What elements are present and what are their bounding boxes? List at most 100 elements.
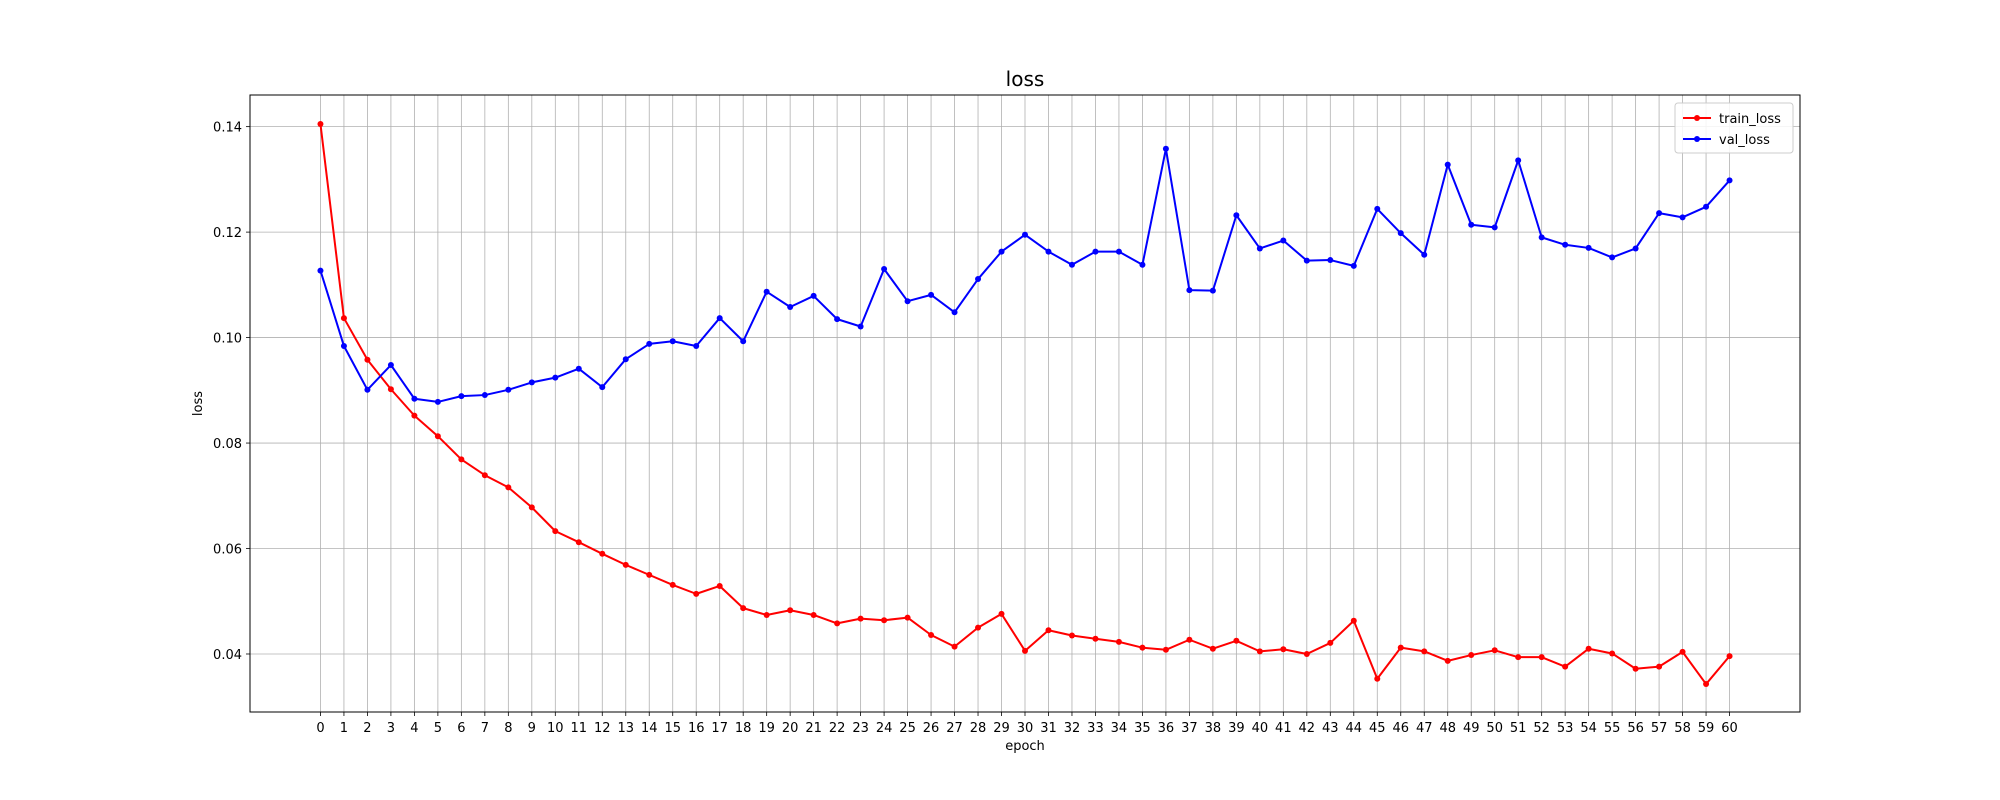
data-point [1162, 646, 1169, 653]
data-point [1468, 652, 1475, 659]
data-point [1209, 287, 1216, 294]
grid-lines [250, 95, 1800, 712]
data-point [881, 617, 888, 624]
data-point [763, 288, 770, 295]
x-tick-label: 47 [1416, 721, 1433, 736]
y-tick-label: 0.08 [213, 437, 242, 452]
data-point [998, 248, 1005, 255]
legend-label: train_loss [1719, 112, 1781, 127]
x-tick-label: 14 [641, 721, 658, 736]
data-point [1562, 241, 1569, 248]
legend-box [1674, 102, 1794, 154]
data-point [904, 298, 911, 305]
data-point [505, 484, 512, 491]
data-point [411, 395, 418, 402]
y-axis-label: loss [191, 391, 206, 416]
data-point [810, 292, 817, 299]
data-point [1233, 637, 1240, 644]
data-point [1444, 657, 1451, 664]
y-tick-label: 0.06 [213, 543, 242, 558]
x-tick-label: 55 [1604, 721, 1621, 736]
data-point [1726, 177, 1733, 184]
data-point [1703, 203, 1710, 210]
data-point [1115, 638, 1122, 645]
series-layer [317, 121, 1733, 688]
x-tick-label: 60 [1721, 721, 1738, 736]
data-point [834, 316, 841, 323]
data-point [1092, 248, 1099, 255]
data-point [622, 356, 629, 363]
data-point [622, 561, 629, 568]
x-tick-label: 29 [993, 721, 1010, 736]
data-point [528, 504, 535, 511]
x-tick-label: 25 [899, 721, 916, 736]
data-point [387, 362, 394, 369]
data-point [340, 343, 347, 350]
x-tick-label: 37 [1181, 721, 1198, 736]
data-point [1585, 645, 1592, 652]
x-tick-label: 12 [594, 721, 611, 736]
x-tick-label: 36 [1158, 721, 1175, 736]
data-point [975, 276, 982, 283]
x-tick-label: 52 [1533, 721, 1550, 736]
data-point [1115, 248, 1122, 255]
x-tick-label: 4 [410, 721, 418, 736]
data-point [787, 303, 794, 310]
x-tick-label: 10 [547, 721, 564, 736]
y-tick-label: 0.04 [213, 648, 242, 663]
data-point [575, 539, 582, 546]
data-point [481, 472, 488, 479]
y-tick-label: 0.10 [213, 332, 242, 347]
x-tick-label: 9 [528, 721, 536, 736]
x-tick-label: 28 [970, 721, 987, 736]
x-tick-label: 16 [688, 721, 705, 736]
x-tick-label: 11 [571, 721, 588, 736]
x-tick-label: 48 [1439, 721, 1456, 736]
x-tick-label: 19 [758, 721, 775, 736]
data-point [1350, 262, 1357, 269]
data-point [1209, 645, 1216, 652]
data-point [693, 343, 700, 350]
x-tick-label: 39 [1228, 721, 1245, 736]
data-point [528, 379, 535, 386]
data-point [434, 398, 441, 405]
data-point [1327, 639, 1334, 646]
data-point [669, 581, 676, 588]
data-point [1374, 675, 1381, 682]
x-tick-label: 45 [1369, 721, 1386, 736]
data-point [1656, 663, 1663, 670]
x-tick-label: 15 [664, 721, 681, 736]
data-point [364, 386, 371, 393]
legend-item: train_loss [1683, 112, 1781, 127]
data-point [1022, 647, 1028, 654]
x-tick-label: 0 [316, 721, 324, 736]
data-point [881, 266, 888, 273]
data-point [1703, 681, 1710, 688]
data-point [1632, 245, 1639, 252]
data-point [317, 267, 324, 274]
x-tick-label: 50 [1486, 721, 1503, 736]
data-point [763, 611, 770, 618]
data-point [1515, 654, 1522, 661]
data-point [411, 412, 418, 419]
data-point [1303, 650, 1310, 657]
x-tick-label: 54 [1580, 721, 1597, 736]
data-point [1045, 248, 1052, 255]
x-tick-label: 31 [1040, 721, 1057, 736]
data-point [1374, 205, 1381, 212]
data-point [975, 624, 982, 631]
data-point [669, 338, 676, 345]
x-tick-label: 57 [1651, 721, 1668, 736]
x-tick-label: 1 [340, 721, 348, 736]
y-tick-label: 0.12 [213, 226, 242, 241]
x-tick-label: 22 [829, 721, 846, 736]
data-point [552, 374, 559, 381]
x-tick-label: 30 [1017, 721, 1034, 736]
data-point [1562, 663, 1569, 670]
data-point [1538, 654, 1545, 661]
x-tick-label: 46 [1392, 721, 1409, 736]
x-tick-label: 32 [1064, 721, 1081, 736]
data-point [1350, 617, 1357, 624]
data-point [834, 620, 841, 627]
data-point [1679, 648, 1686, 655]
